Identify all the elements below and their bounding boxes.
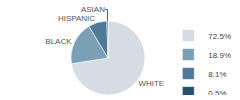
svg-text:WHITE: WHITE [138,79,164,88]
svg-text:8.1%: 8.1% [208,70,226,79]
svg-text:18.9%: 18.9% [208,51,231,60]
svg-text:0.5%: 0.5% [208,89,226,95]
svg-text:HISPANIC: HISPANIC [58,14,95,23]
svg-text:BLACK: BLACK [45,37,72,46]
svg-text:ASIAN: ASIAN [81,5,105,14]
svg-text:72.5%: 72.5% [208,32,231,41]
